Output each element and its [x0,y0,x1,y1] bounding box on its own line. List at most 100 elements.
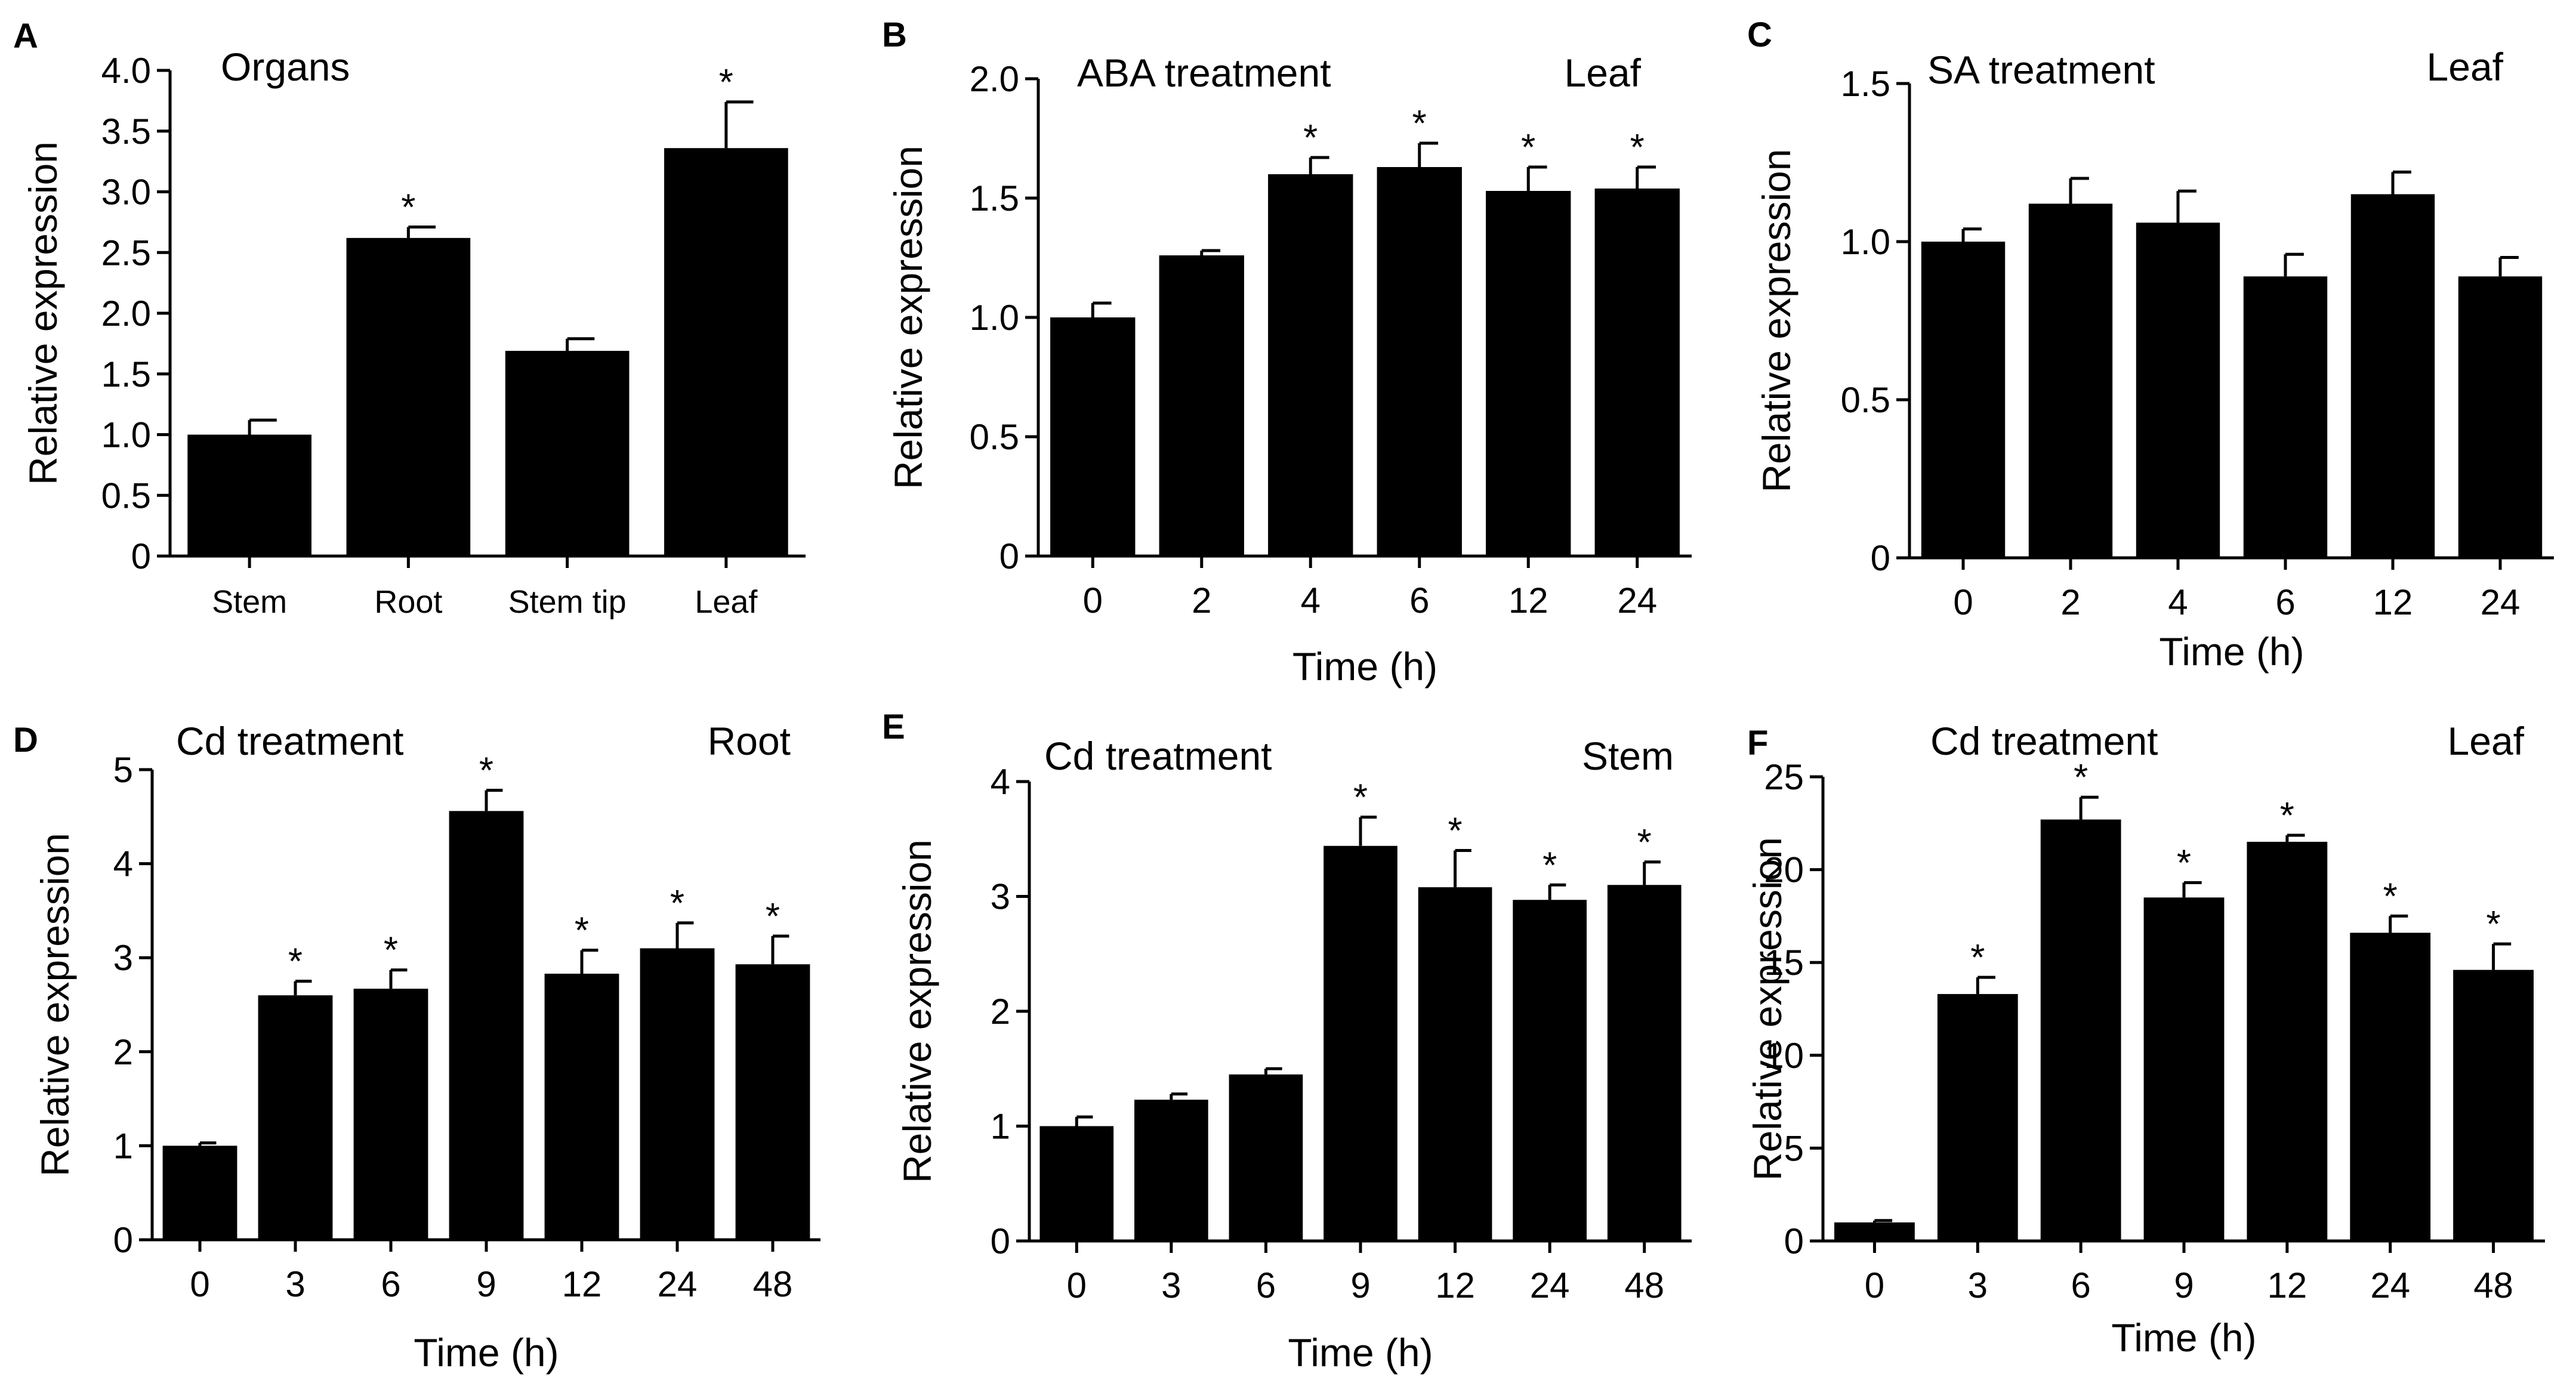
panel-d-x-tick-label: 6 [381,1264,400,1304]
panel-b-x-tick-label: 6 [1409,581,1429,620]
panel-a: A Organs 0 0.5 1.0 1.5 2.0 2.5 3.0 3.5 4.0 Relative… [13,17,806,620]
panel-f-x-tick-label: 6 [2071,1265,2090,1305]
panel-c-letter: C [1747,16,1772,54]
panel-f-x-tick-label: 9 [2174,1265,2194,1305]
panel-d-x-tick-label: 48 [753,1264,793,1304]
panel-a-y-axis-label: Relative expression [21,141,65,485]
panel-f-y-tick-label: 10 [1764,1036,1804,1076]
panel-e-title: Cd treatment [1044,734,1272,778]
panel-a-y-tick-label: 1.0 [101,415,151,455]
panel-e-significance-label: * [1353,777,1368,819]
panel-c-title: SA treatment [1927,48,2155,92]
panel-e-significance-label: * [1542,845,1557,886]
panel-c-y-tick-label: 0.5 [1841,380,1890,420]
panel-d-y-tick-label: 2 [113,1032,133,1072]
panel-a-x-tick-label: Stem tip [508,584,627,620]
panel-b-bar [1377,167,1462,556]
panel-b-y-tick-label: 1.0 [970,298,1019,338]
panel-e-x-tick-label: 9 [1350,1265,1370,1305]
panel-f-bar [2453,970,2534,1241]
panel-f-x-tick-label: 3 [1968,1265,1988,1305]
panel-a-y-tick-label: 3.5 [101,112,151,152]
panel-e-x-tick-label: 24 [1530,1265,1570,1305]
panel-a-significance-label: * [719,62,733,103]
panel-b-x-tick-label: 12 [1508,581,1548,620]
panel-d-title: Cd treatment [176,719,404,763]
panel-f-significance-label: * [2074,757,2088,798]
panel-e-y-axis-label: Relative expression [895,839,939,1183]
panel-f-y-tick-label: 15 [1764,943,1804,983]
panel-c-bar [1921,242,2006,558]
panel-a-x-tick-label: Stem [212,584,287,620]
panel-c-y-tick-label: 0 [1871,538,1890,578]
panel-b-x-axis-label: Time (h) [1292,644,1437,688]
panel-e-subtitle: Stem [1582,734,1674,778]
panel-f-letter: F [1747,724,1768,762]
panel-d-subtitle: Root [708,719,791,763]
panel-d-y-tick-label: 0 [113,1220,133,1260]
panel-a-x-tick-label: Leaf [695,584,758,620]
panel-d-significance-label: * [766,896,780,937]
panel-f-significance-label: * [1970,937,1985,978]
panel-e-significance-label: * [1448,811,1463,852]
panel-b-significance-label: * [1521,127,1535,168]
panel-c-y-tick-label: 1.5 [1841,64,1890,104]
panel-e-bar [1229,1074,1303,1241]
panel-d-x-tick-label: 0 [190,1264,209,1304]
panel-e-x-tick-label: 48 [1624,1265,1664,1305]
panel-d-significance-label: * [288,941,303,983]
panel-f-y-tick-label: 20 [1764,850,1804,890]
panel-b-y-tick-label: 1.5 [970,178,1019,218]
panel-a-y-tick-label: 2.5 [101,233,151,273]
panel-f-bar [1937,994,2018,1241]
panel-b-y-tick-label: 0 [999,536,1019,576]
panel-c-y-axis-label: Relative expression [1754,149,1798,493]
panel-c-bar [2028,203,2113,558]
panel-d-bar [258,995,333,1240]
panel-f-x-tick-label: 24 [2370,1265,2410,1305]
panel-b-bar [1050,317,1136,556]
panel-e-bar [1513,900,1587,1241]
panel-c-x-tick-label: 24 [2481,582,2521,622]
panel-a-y-tick-label: 2.0 [101,294,151,334]
panel-b-x-tick-label: 0 [1083,581,1103,620]
panel-d-x-tick-label: 3 [285,1264,305,1304]
panel-b-subtitle: Leaf [1565,51,1642,95]
panel-b-letter: B [882,16,907,54]
panel-e-letter: E [882,708,905,746]
panel-d-significance-label: * [384,930,398,971]
panel-e-x-tick-label: 12 [1435,1265,1475,1305]
panel-e-y-tick-label: 1 [991,1107,1010,1147]
panel-a-y-tick-label: 4.0 [101,51,151,91]
panel-d-letter: D [13,721,38,759]
panel-b-bar [1159,255,1244,556]
panel-e-bar [1324,845,1397,1241]
panel-a-y-tick-label: 0.5 [101,476,151,515]
panel-e-x-tick-label: 3 [1161,1265,1181,1305]
panel-b-y-tick-label: 0.5 [970,417,1019,457]
panel-c: C SA treatment Leaf 0 0.5 1.0 1.5 Relative expr… [1747,16,2554,674]
panel-c-x-axis-label: Time (h) [2159,629,2304,674]
panel-e-bar [1607,885,1682,1241]
panel-d-bar [449,811,524,1240]
panel-a-significance-label: * [401,187,415,229]
panel-f-y-axis-label: Relative expression [1745,837,1790,1181]
panel-a-letter: A [13,17,38,55]
panel-e-y-tick-label: 4 [991,762,1010,802]
panel-d-y-tick-label: 1 [113,1126,133,1166]
panel-f-x-axis-label: Time (h) [2111,1316,2256,1360]
panel-d-y-tick-label: 5 [113,750,133,790]
panel-f-bar [2247,841,2328,1241]
panel-a-y-tick-label: 3.0 [101,172,151,212]
panel-d-y-axis-label: Relative expression [33,833,77,1177]
panel-f: F Cd treatment Leaf 0 5 10 15 20 25 Relative expr… [1745,719,2545,1360]
panel-b: B ABA treatment Leaf 0 0.5 1.0 1.5 2.0 Relative … [882,16,1692,688]
panel-c-subtitle: Leaf [2427,45,2504,89]
panel-d-y-tick-label: 3 [113,938,133,978]
panel-a-bar [505,351,630,556]
panel-a-y-tick-label: 1.5 [101,354,151,394]
panel-f-x-tick-label: 12 [2267,1265,2307,1305]
